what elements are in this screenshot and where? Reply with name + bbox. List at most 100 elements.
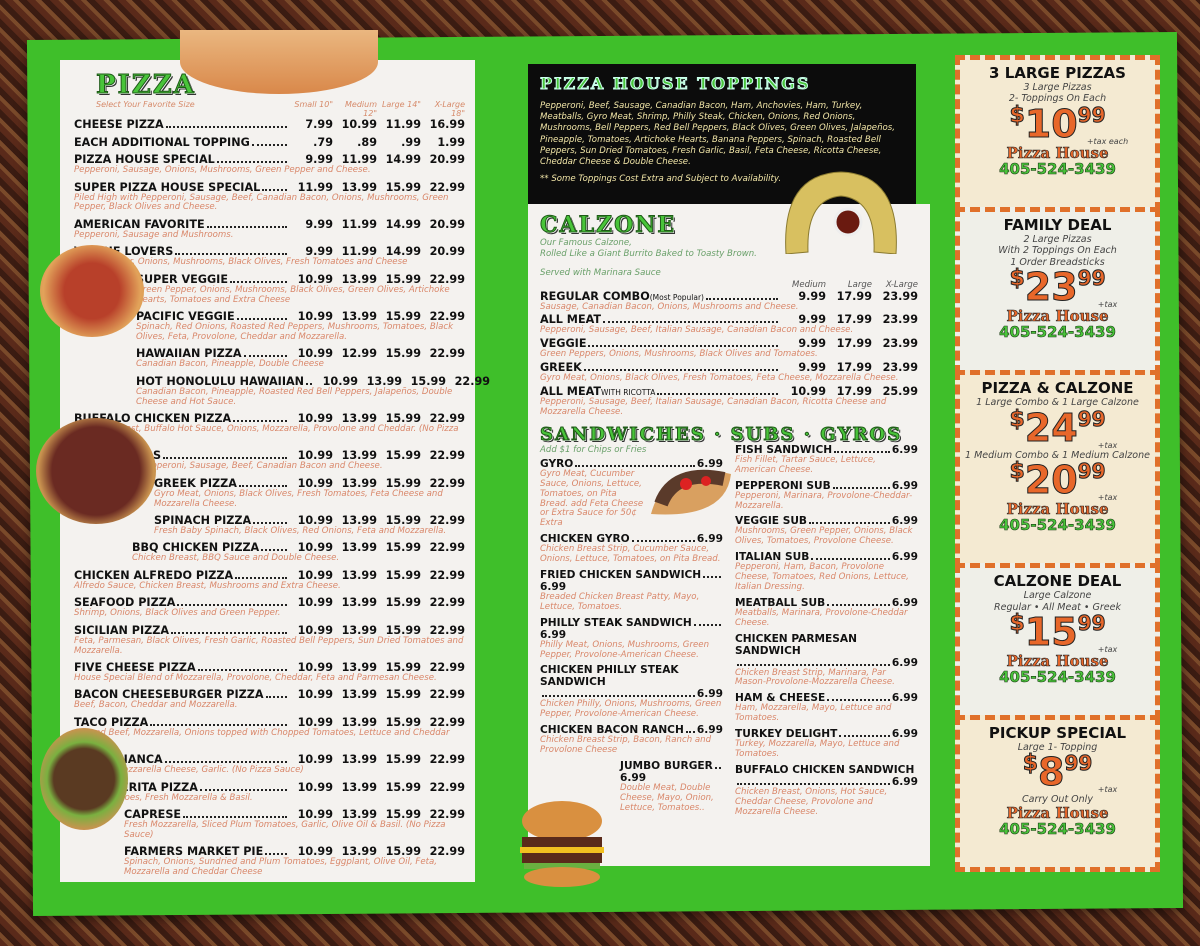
item-price: 1.99 (437, 135, 465, 149)
price-cents: 99 (1077, 102, 1106, 127)
sandwich-column-right: FISH SANDWICH 6.99 Fish Fillet, Tartar Sau… (735, 444, 918, 818)
coupon-price: $2499 (964, 408, 1151, 448)
item-price: 13.99 (341, 568, 377, 582)
menu-item: CAPRESE 10.99 13.99 15.99 22.99 Fresh Mozzare… (74, 808, 465, 841)
currency-symbol: $ (1022, 751, 1038, 777)
item-price: 22.99 (429, 660, 465, 674)
item-price: 6.99 (891, 443, 918, 456)
coupon: PIZZA & CALZONE 1 Large Combo & 1 Large C… (955, 370, 1160, 569)
coupon: 3 LARGE PIZZAS 3 Large Pizzas 2- Toppings … (955, 55, 1160, 212)
meat-pizza-image (36, 418, 156, 524)
item-price: 6.99 (620, 771, 647, 784)
item-line: REGULAR COMBO (Most Popular) 9.99 17.99 23.… (540, 290, 918, 303)
tax-note: +tax (1097, 440, 1118, 450)
item-description: Canadian Bacon, Pineapple, Double Cheese (136, 359, 324, 370)
item-price: 17.99 (836, 361, 872, 375)
menu-item: JUMBO BURGER 6.99 Double Meat, Double Chee… (540, 760, 723, 814)
item-price: 22.99 (429, 180, 465, 194)
item-description: Green Pepper, Onions, Mushrooms, Black O… (74, 257, 408, 268)
item-line: FRIED CHICKEN SANDWICH 6.99 (540, 569, 723, 593)
item-price: 6.99 (540, 628, 567, 641)
item-price: 15.99 (385, 541, 421, 555)
coupon-line: 1 Large Combo & 1 Large Calzone (976, 397, 1139, 409)
item-price: 13.99 (341, 780, 377, 794)
item-description: Piled High with Pepperoni, Sausage, Beef… (74, 461, 383, 472)
item-price: 22.99 (429, 449, 465, 463)
item-price: 22.99 (429, 715, 465, 729)
item-price: 10.99 (297, 309, 333, 323)
item-line: GREEK 9.99 17.99 23.99 (540, 361, 918, 374)
item-price: 20.99 (429, 217, 465, 231)
item-price: 15.99 (385, 845, 421, 859)
item-description: Pepperoni, Marinara, Provolone-Cheddar-M… (735, 490, 913, 511)
menu-item: FIVE CHEESE PIZZA 10.99 13.99 15.99 22.99 Hou… (74, 661, 465, 684)
menu-item: MEATBALL SUB 6.99 Meatballs, Marinara, Pro… (735, 597, 918, 629)
item-price: 13.99 (341, 753, 377, 767)
item-price: 23.99 (882, 313, 918, 327)
item-description: Spinach, Red Onions, Roasted Red Peppers… (136, 321, 454, 342)
item-name: FISH SANDWICH (735, 443, 833, 456)
coupon-line: With 2 Toppings On Each (998, 245, 1117, 257)
size-xlarge: X-Large 18" (434, 100, 465, 118)
item-price: 15.99 (385, 568, 421, 582)
item-price: 15.99 (385, 476, 421, 490)
item-name: BACON CHEESEBURGER PIZZA (74, 688, 264, 702)
dot-leader (714, 766, 721, 769)
coupon-price: $1599 (964, 610, 1151, 652)
item-description: Fresh Baby Spinach, Black Olives, Red On… (154, 525, 447, 536)
item-price: 22.99 (429, 476, 465, 490)
item-name: PEPPERONI SUB (735, 479, 831, 492)
item-line: FISH SANDWICH 6.99 (735, 444, 918, 456)
dot-leader (809, 522, 890, 525)
dot-leader (262, 188, 287, 191)
dot-leader (265, 853, 287, 856)
item-price: 9.99 (798, 313, 826, 327)
item-description: Beef, Bacon, Cheddar and Mozzarella. (74, 700, 238, 711)
item-name: GREEK (540, 361, 582, 375)
dot-leader (150, 723, 287, 726)
size-xlarge: X-Large (885, 279, 918, 290)
dot-leader (216, 161, 287, 164)
item-price: 23.99 (882, 289, 918, 303)
menu-item: FARMERS MARKET PIE 10.99 13.99 15.99 22.99 Sp… (74, 845, 465, 878)
item-price: 15.99 (385, 715, 421, 729)
tax-note: +tax (1097, 493, 1118, 503)
coupon-price: $1099 (964, 101, 1151, 146)
menu-item: HOT HONOLULU HAWAIIAN 10.99 13.99 15.99 22.9… (74, 374, 490, 408)
sandwiches-title: SANDWICHES · SUBS · GYROS (540, 423, 903, 445)
item-price: 22.99 (429, 541, 465, 555)
item-name: ALL MEAT (540, 385, 602, 399)
dot-leader (265, 696, 287, 699)
menu-item: MARGHERITA PIZZA 10.99 13.99 15.99 22.99 Plum… (74, 781, 465, 804)
phone-number: 405-524-3439 (999, 159, 1116, 178)
item-price: 13.99 (341, 272, 377, 286)
item-price: 14.99 (385, 217, 421, 231)
item-price: 15.99 (385, 347, 421, 361)
item-price: 13.99 (341, 660, 377, 674)
calzone-list: REGULAR COMBO (Most Popular) 9.99 17.99 23.… (540, 290, 918, 418)
price-cents: 99 (1077, 610, 1106, 635)
size-small: Small 10" (294, 100, 333, 109)
item-price: 23.99 (882, 361, 918, 375)
dot-leader (163, 457, 287, 460)
item-price: 6.99 (891, 692, 918, 705)
item-price: 11.99 (341, 245, 377, 259)
item-line: CHICKEN ALFREDO PIZZA 10.99 13.99 15.99 22.9… (74, 569, 465, 582)
calzone-served: Served with Marinara Sauce (540, 268, 661, 279)
item-price: 13.99 (341, 807, 377, 821)
item-name: SUPER PIZZA HOUSE SPECIAL (74, 180, 261, 194)
price-dollars: 10 (1024, 101, 1078, 146)
item-description: Green Peppers, Onions, Mushrooms, Black … (540, 349, 818, 360)
menu-item: SEAFOOD PIZZA 10.99 13.99 15.99 22.99 Shrimp,… (74, 596, 465, 619)
dot-leader (171, 631, 287, 634)
item-price: 10.99 (297, 780, 333, 794)
coupon-price: $2099 (964, 460, 1151, 500)
pizza-title: PIZZA (96, 70, 196, 101)
menu-item: BBQ CHICKEN PIZZA 10.99 13.99 15.99 22.99 Chi… (74, 541, 465, 564)
item-price: 10.99 (297, 688, 333, 702)
menu-item: CHICKEN BACON RANCH 6.99 Chicken Breast St… (540, 724, 723, 756)
item-price: 6.99 (891, 596, 918, 609)
dot-leader (261, 549, 287, 552)
item-name: HOT HONOLULU HAWAIIAN (136, 374, 305, 388)
